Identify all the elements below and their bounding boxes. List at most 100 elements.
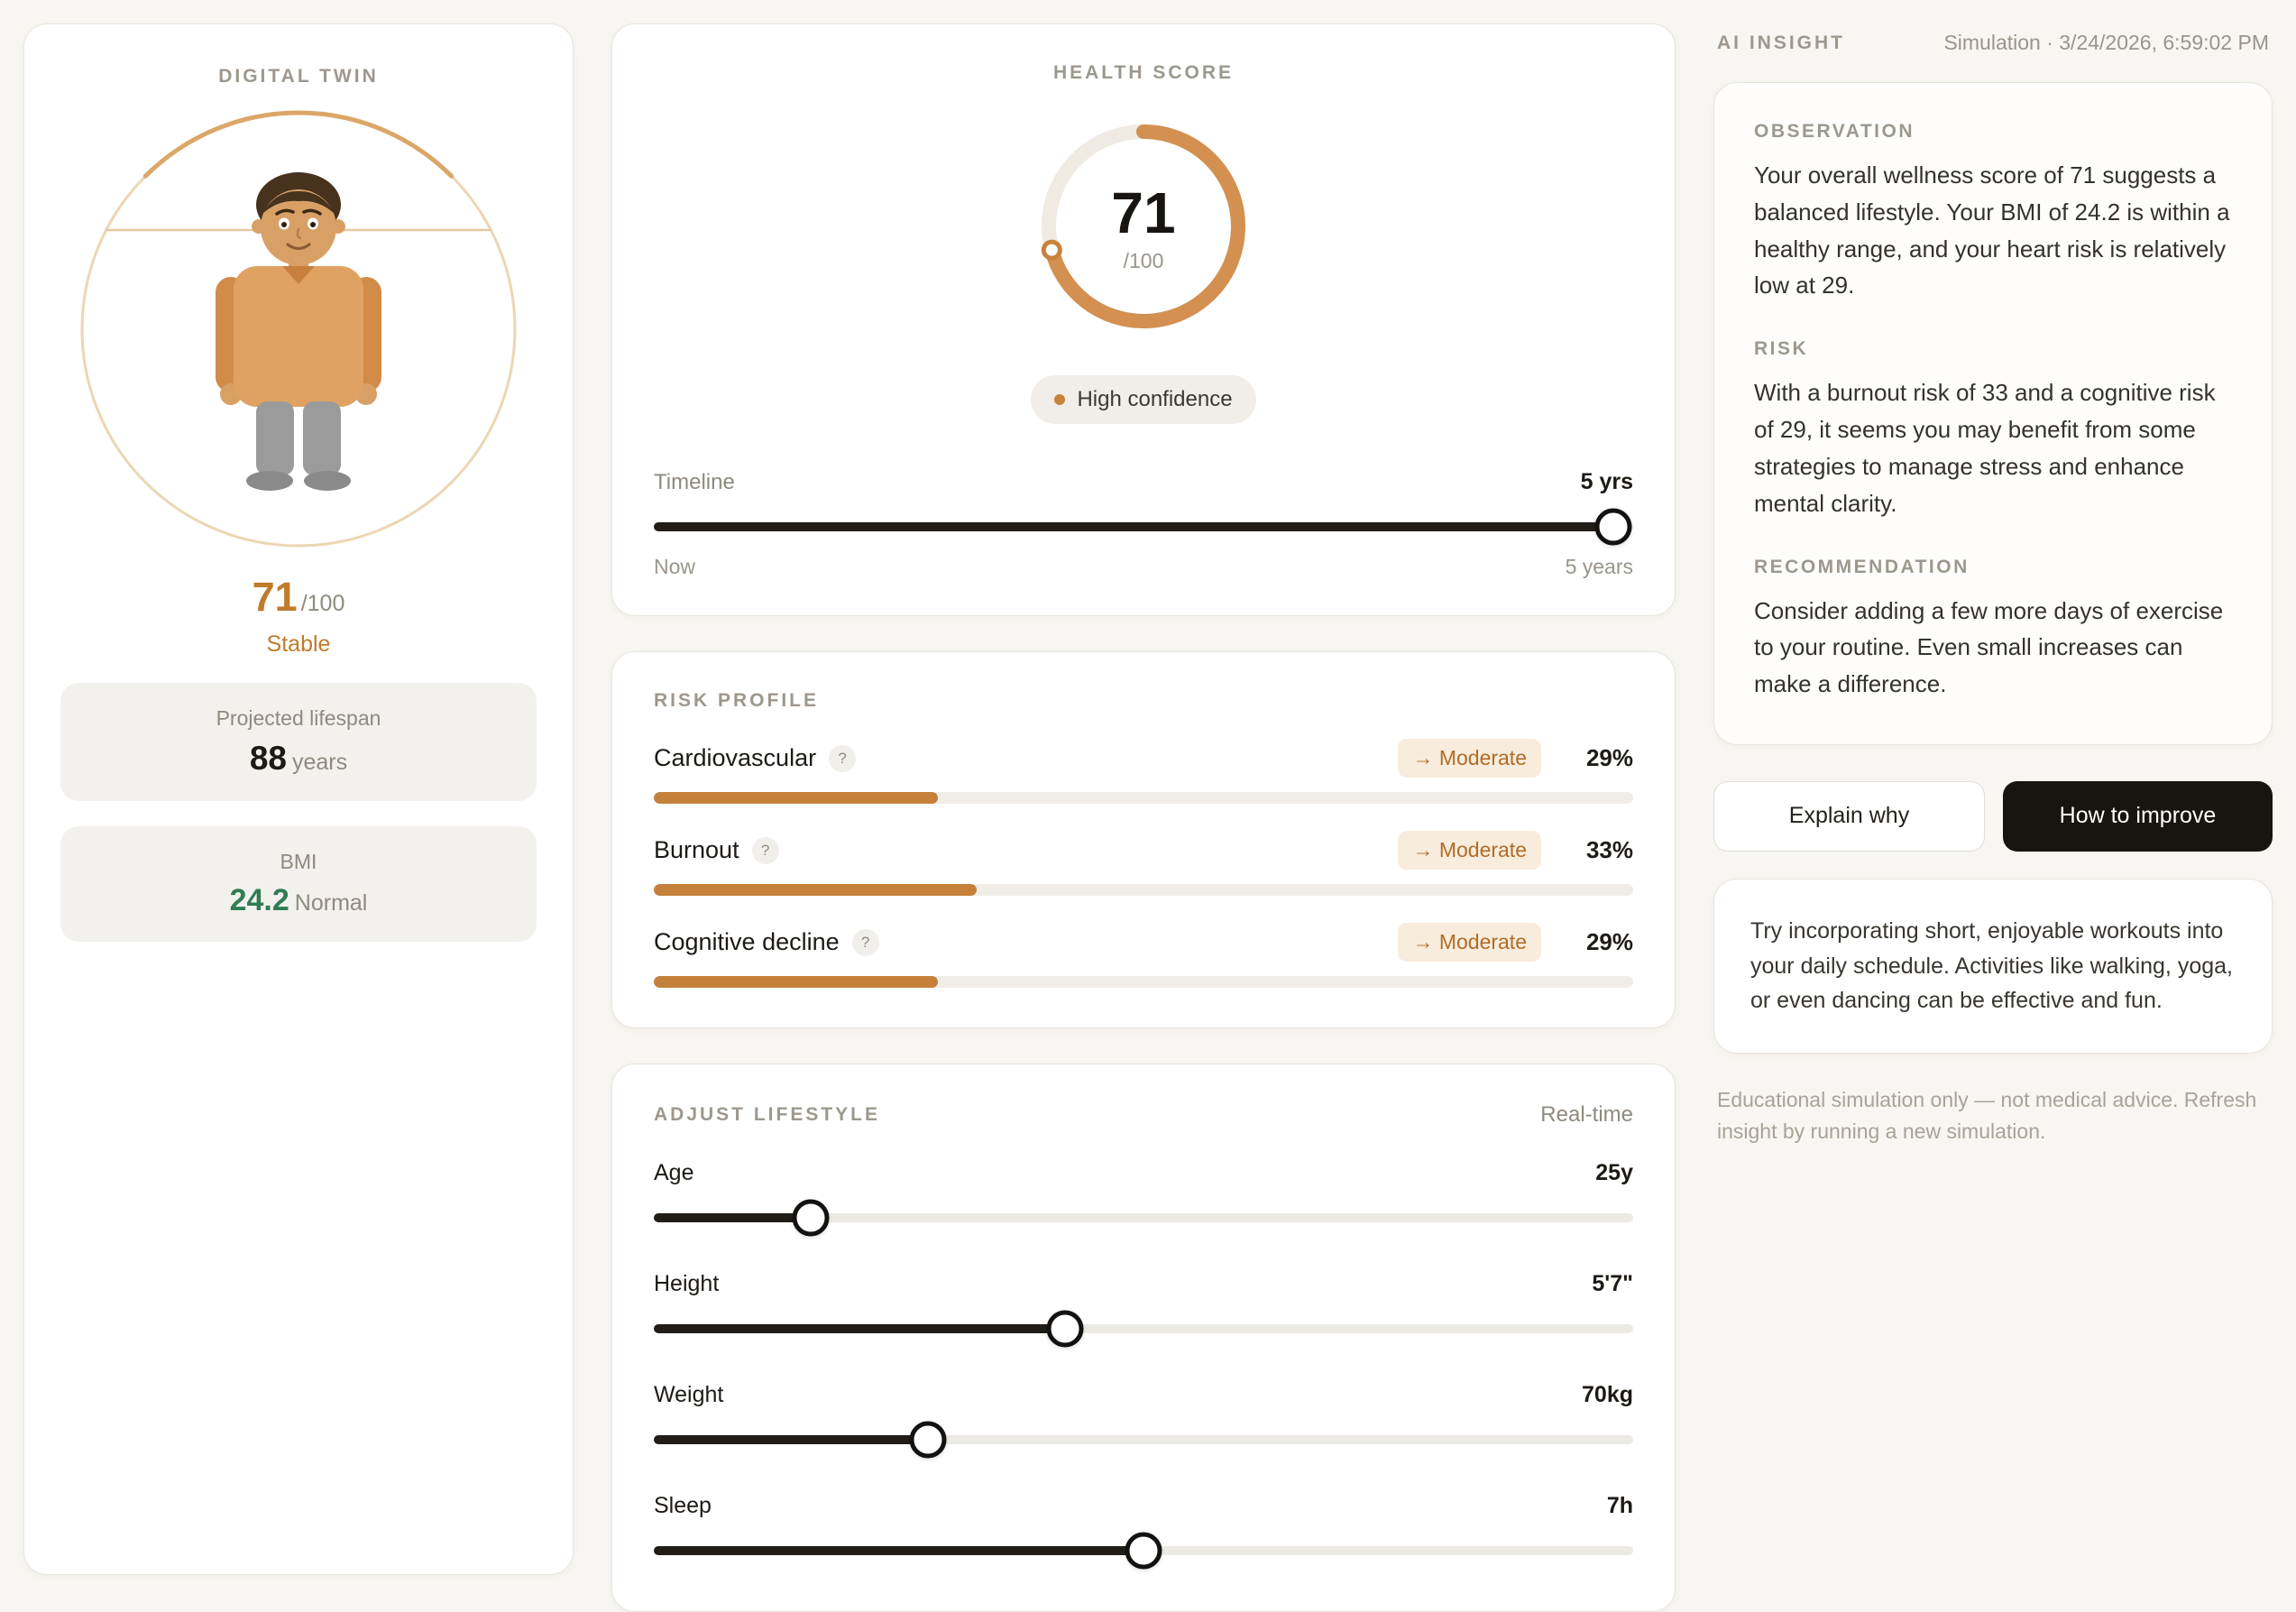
gauge-svg — [1041, 124, 1245, 328]
trend-badge: → Moderate — [1398, 923, 1541, 962]
health-score-title: HEALTH SCORE — [1052, 62, 1235, 83]
risk-row-burnout: Burnout ? → Moderate 33% — [654, 831, 1633, 896]
timeline-range: Now 5 years — [654, 555, 1633, 579]
help-icon[interactable]: ? — [829, 744, 857, 772]
sleep-slider-thumb[interactable] — [1125, 1532, 1162, 1570]
gauge-text: 71 /100 — [1026, 109, 1261, 348]
health-dashboard: DIGITAL TWIN — [23, 23, 2273, 1612]
sleep-slider[interactable] — [654, 1530, 1633, 1571]
risk-body: With a burnout risk of 33 and a cognitiv… — [1754, 379, 2216, 517]
risk-label: Cardiovascular — [654, 744, 817, 771]
timeline-value: 5 yrs — [1580, 469, 1633, 494]
timeline-slider-thumb[interactable] — [1594, 508, 1632, 546]
insight-header: AI INSIGHT Simulation · 3/24/2026, 6:59:… — [1713, 23, 2273, 55]
lifespan-value-row: 88 years — [78, 740, 519, 778]
bmi-stat: BMI 24.2 Normal — [60, 826, 537, 942]
age-slider-thumb[interactable] — [792, 1199, 830, 1237]
help-icon[interactable]: ? — [751, 836, 779, 864]
middle-column: HEALTH SCORE 71 /100 High confidence Tim… — [611, 23, 1676, 1612]
risk-bar — [654, 884, 1633, 896]
lifespan-stat: Projected lifespan 88 years — [60, 683, 537, 801]
risk-row-cognitive-decline: Cognitive decline ? → Moderate 29% — [654, 923, 1633, 988]
risk-profile-title: RISK PROFILE — [654, 690, 820, 711]
gauge-score: 71 — [1111, 180, 1176, 245]
timeline-max: 5 years — [1565, 555, 1633, 578]
health-gauge-marker — [1041, 239, 1062, 261]
timeline-min: Now — [654, 555, 696, 578]
age-slider-fill — [654, 1213, 811, 1222]
timeline-slider-fill — [654, 522, 1614, 531]
ai-insight-title: AI INSIGHT — [1717, 32, 1846, 53]
recommendation-heading: RECOMMENDATION — [1754, 556, 1970, 577]
trend-badge: → Moderate — [1398, 831, 1541, 870]
tip-text: Try incorporating short, enjoyable worko… — [1750, 917, 2233, 1014]
weight-slider[interactable] — [654, 1419, 1633, 1460]
ai-insight-column: AI INSIGHT Simulation · 3/24/2026, 6:59:… — [1713, 23, 2273, 1483]
weight-slider-track[interactable] — [654, 1435, 1633, 1444]
digital-twin-avatar — [73, 104, 524, 559]
risk-heading: RISK — [1754, 338, 1809, 360]
observation-body: Your overall wellness score of 71 sugges… — [1754, 161, 2230, 299]
weight-slider-fill — [654, 1435, 929, 1444]
height-slider-track[interactable] — [654, 1324, 1633, 1333]
tip-panel: Try incorporating short, enjoyable worko… — [1713, 878, 2273, 1055]
weight-control: Weight 70kg — [654, 1382, 1633, 1460]
help-icon[interactable]: ? — [851, 928, 879, 956]
lifespan-value: 88 — [249, 740, 287, 777]
left-column: DIGITAL TWIN — [23, 23, 574, 1575]
sleep-slider-fill — [654, 1546, 1143, 1555]
risk-bar — [654, 976, 1633, 988]
trend-badge: → Moderate — [1398, 739, 1541, 778]
avatar-illustration — [79, 110, 518, 548]
bmi-value-row: 24.2 Normal — [78, 883, 519, 918]
age-slider[interactable] — [654, 1197, 1633, 1239]
weight-label: Weight — [654, 1382, 724, 1407]
risk-label: Cognitive decline — [654, 928, 840, 955]
gauge-score-max: /100 — [1123, 249, 1164, 272]
adjust-lifestyle-panel: ADJUST LIFESTYLE Real-time Age 25y Heigh… — [611, 1064, 1676, 1612]
weight-value: 70kg — [1582, 1382, 1633, 1407]
health-gauge-arc — [1042, 124, 1245, 328]
score-max: /100 — [300, 591, 345, 616]
risk-label: Burnout — [654, 836, 739, 863]
risk-bar-fill — [654, 976, 938, 988]
status-badge: Stable — [266, 631, 331, 657]
risk-bar-fill — [654, 792, 938, 804]
weight-slider-thumb[interactable] — [909, 1421, 947, 1459]
timeline-slider[interactable] — [654, 506, 1633, 548]
confidence-label: High confidence — [1077, 387, 1233, 411]
height-slider-thumb[interactable] — [1046, 1310, 1084, 1348]
risk-bar — [654, 792, 1633, 804]
digital-twin-panel: DIGITAL TWIN — [23, 23, 574, 1575]
timeline-header: Timeline 5 yrs — [654, 469, 1633, 495]
confidence-dot-icon — [1054, 394, 1066, 405]
realtime-badge: Real-time — [1540, 1102, 1633, 1127]
risk-value: 33% — [1585, 836, 1633, 863]
risk-value: 29% — [1585, 928, 1633, 955]
insight-panel: OBSERVATION Your overall wellness score … — [1713, 82, 2273, 745]
score-value: 71 — [252, 574, 298, 620]
adjust-lifestyle-title: ADJUST LIFESTYLE — [654, 1104, 881, 1125]
lifespan-unit: years — [292, 750, 348, 775]
age-slider-track[interactable] — [654, 1213, 1633, 1222]
height-label: Height — [654, 1271, 720, 1296]
confidence-badge: High confidence — [1031, 375, 1256, 424]
observation-heading: OBSERVATION — [1754, 121, 1915, 142]
health-gauge: 71 /100 — [1026, 109, 1261, 348]
risk-value: 29% — [1585, 744, 1633, 771]
age-label: Age — [654, 1160, 694, 1185]
height-slider-fill — [654, 1324, 1066, 1333]
age-value: 25y — [1595, 1160, 1633, 1185]
health-score-panel: HEALTH SCORE 71 /100 High confidence Tim… — [611, 23, 1676, 616]
recommendation-body: Consider adding a few more days of exerc… — [1754, 596, 2224, 698]
how-to-improve-button[interactable]: How to improve — [2003, 780, 2273, 852]
height-slider[interactable] — [654, 1308, 1633, 1349]
explain-why-button[interactable]: Explain why — [1713, 780, 1985, 852]
simulation-timestamp: Simulation · 3/24/2026, 6:59:02 PM — [1943, 31, 2269, 54]
age-control: Age 25y — [654, 1160, 1633, 1239]
height-control: Height 5'7" — [654, 1271, 1633, 1349]
risk-profile-panel: RISK PROFILE Cardiovascular ? → Moderate… — [611, 651, 1676, 1028]
timeline-label: Timeline — [654, 469, 735, 494]
lifespan-label: Projected lifespan — [216, 706, 381, 730]
sleep-control: Sleep 7h — [654, 1493, 1633, 1571]
